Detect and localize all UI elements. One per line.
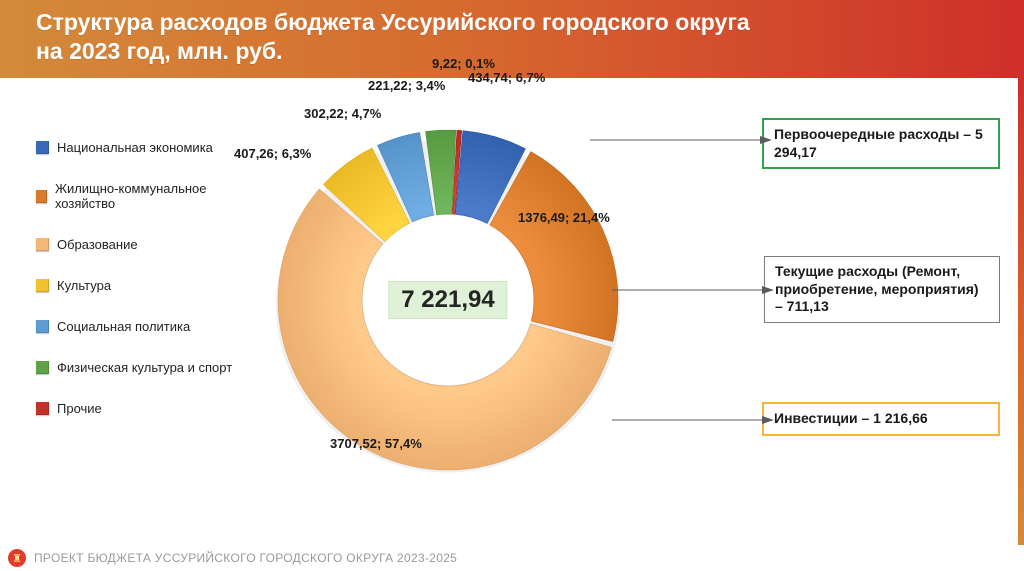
legend-label: Образование [57,237,138,252]
legend-label: Национальная экономика [57,140,213,155]
footer: ♜ ПРОЕКТ БЮДЖЕТА УССУРИЙСКОГО ГОРОДСКОГО… [0,545,1024,571]
legend-item: Культура [36,278,236,293]
slice-label-culture: 407,26; 6,3% [234,146,311,161]
legend-marker [36,402,49,415]
title-line1: Структура расходов бюджета Уссурийского … [36,9,750,35]
footer-text: ПРОЕКТ БЮДЖЕТА УССУРИЙСКОГО ГОРОДСКОГО О… [34,551,457,565]
legend-label: Физическая культура и спорт [57,360,232,375]
slice-label-social: 302,22; 4,7% [304,106,381,121]
legend-marker [36,238,49,251]
callout-priority: Первоочередные расходы – 5 294,17 [762,118,1000,169]
legend: Национальная экономика Жилищно-коммунальн… [36,140,236,442]
legend-marker [36,279,49,292]
legend-marker [36,361,49,374]
slice-label-education: 3707,52; 57,4% [330,436,422,451]
legend-label: Социальная политика [57,319,190,334]
legend-marker [36,320,49,333]
legend-marker [36,190,47,203]
donut-center-value: 7 221,94 [388,281,507,319]
slice-label-sport: 221,22; 3,4% [368,78,445,93]
crest-icon: ♜ [8,549,26,567]
callout-invest-text: Инвестиции – 1 216,66 [774,410,928,426]
slice-label-economy: 434,74; 6,7% [468,70,545,85]
slice-label-other: 9,22; 0,1% [432,56,495,71]
callout-invest: Инвестиции – 1 216,66 [762,402,1000,436]
legend-label: Прочие [57,401,102,416]
right-stripe [1018,78,1024,545]
header-band: Структура расходов бюджета Уссурийского … [0,0,1024,78]
slice-label-housing: 1376,49; 21,4% [518,210,610,225]
legend-label: Жилищно-коммунальное хозяйство [55,181,236,211]
legend-item: Образование [36,237,236,252]
legend-item: Социальная политика [36,319,236,334]
legend-item: Прочие [36,401,236,416]
callout-current: Текущие расходы (Ремонт, приобретение, м… [764,256,1000,323]
legend-item: Национальная экономика [36,140,236,155]
page-title: Структура расходов бюджета Уссурийского … [36,8,994,66]
crest-glyph: ♜ [12,552,22,565]
legend-item: Физическая культура и спорт [36,360,236,375]
callout-priority-text: Первоочередные расходы – 5 294,17 [774,126,983,160]
donut-chart: 7 221,94 434,74; 6,7%1376,49; 21,4%3707,… [258,100,638,500]
legend-marker [36,141,49,154]
callout-current-text: Текущие расходы (Ремонт, приобретение, м… [775,263,979,314]
legend-label: Культура [57,278,111,293]
legend-item: Жилищно-коммунальное хозяйство [36,181,236,211]
title-line2: на 2023 год, млн. руб. [36,38,282,64]
